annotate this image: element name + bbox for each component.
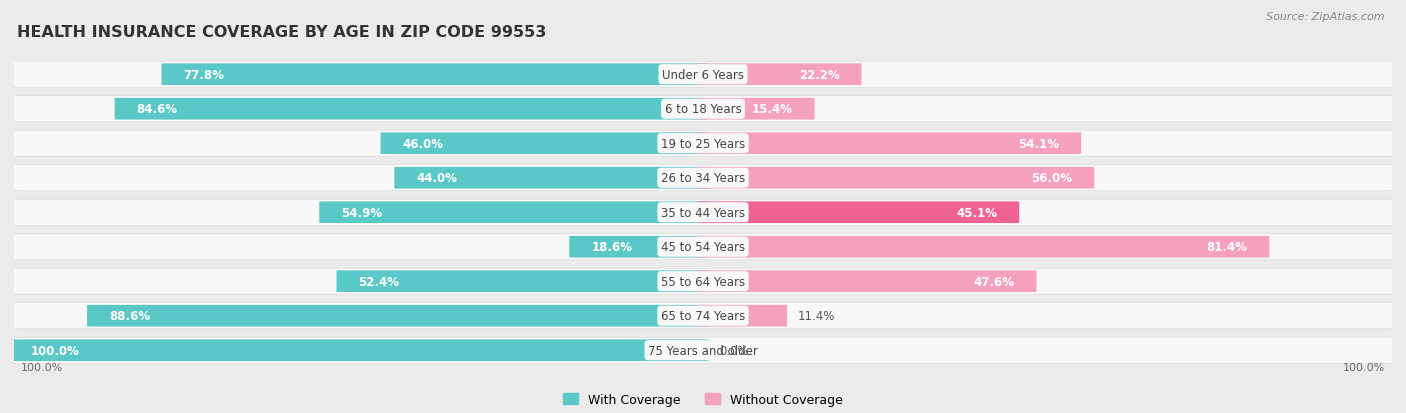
- FancyBboxPatch shape: [10, 234, 1396, 260]
- FancyBboxPatch shape: [10, 199, 1396, 225]
- Text: 54.1%: 54.1%: [1018, 138, 1059, 150]
- FancyBboxPatch shape: [697, 167, 1094, 189]
- FancyBboxPatch shape: [697, 133, 1081, 154]
- Text: 100.0%: 100.0%: [21, 363, 63, 373]
- Text: 47.6%: 47.6%: [973, 275, 1014, 288]
- Text: Under 6 Years: Under 6 Years: [662, 69, 744, 81]
- Text: 35 to 44 Years: 35 to 44 Years: [661, 206, 745, 219]
- FancyBboxPatch shape: [697, 202, 1019, 223]
- FancyBboxPatch shape: [10, 303, 1396, 329]
- Text: 6 to 18 Years: 6 to 18 Years: [665, 103, 741, 116]
- FancyBboxPatch shape: [697, 236, 1270, 258]
- Text: 44.0%: 44.0%: [416, 172, 457, 185]
- Text: 22.2%: 22.2%: [799, 69, 839, 81]
- Text: 88.6%: 88.6%: [110, 309, 150, 323]
- Legend: With Coverage, Without Coverage: With Coverage, Without Coverage: [558, 388, 848, 411]
- Text: 0.0%: 0.0%: [720, 344, 749, 357]
- Text: Source: ZipAtlas.com: Source: ZipAtlas.com: [1267, 12, 1385, 22]
- FancyBboxPatch shape: [10, 268, 1396, 294]
- FancyBboxPatch shape: [697, 99, 814, 120]
- FancyBboxPatch shape: [162, 64, 709, 86]
- FancyBboxPatch shape: [336, 271, 709, 292]
- Text: 54.9%: 54.9%: [342, 206, 382, 219]
- Text: 52.4%: 52.4%: [359, 275, 399, 288]
- FancyBboxPatch shape: [10, 337, 1396, 363]
- Text: 15.4%: 15.4%: [752, 103, 793, 116]
- Text: 45.1%: 45.1%: [956, 206, 997, 219]
- Text: 26 to 34 Years: 26 to 34 Years: [661, 172, 745, 185]
- Text: 100.0%: 100.0%: [31, 344, 80, 357]
- Text: 65 to 74 Years: 65 to 74 Years: [661, 309, 745, 323]
- FancyBboxPatch shape: [381, 133, 709, 154]
- FancyBboxPatch shape: [697, 271, 1036, 292]
- FancyBboxPatch shape: [569, 236, 709, 258]
- FancyBboxPatch shape: [87, 305, 709, 327]
- FancyBboxPatch shape: [10, 96, 1396, 122]
- Text: 100.0%: 100.0%: [1343, 363, 1385, 373]
- Text: 56.0%: 56.0%: [1031, 172, 1073, 185]
- Text: 75 Years and older: 75 Years and older: [648, 344, 758, 357]
- FancyBboxPatch shape: [697, 305, 787, 327]
- FancyBboxPatch shape: [697, 64, 862, 86]
- Text: 55 to 64 Years: 55 to 64 Years: [661, 275, 745, 288]
- Text: HEALTH INSURANCE COVERAGE BY AGE IN ZIP CODE 99553: HEALTH INSURANCE COVERAGE BY AGE IN ZIP …: [17, 25, 547, 40]
- Text: 18.6%: 18.6%: [592, 241, 633, 254]
- Text: 19 to 25 Years: 19 to 25 Years: [661, 138, 745, 150]
- Text: 11.4%: 11.4%: [799, 309, 835, 323]
- FancyBboxPatch shape: [10, 131, 1396, 157]
- Text: 45 to 54 Years: 45 to 54 Years: [661, 241, 745, 254]
- Text: 77.8%: 77.8%: [184, 69, 225, 81]
- FancyBboxPatch shape: [394, 167, 709, 189]
- FancyBboxPatch shape: [10, 165, 1396, 191]
- Text: 46.0%: 46.0%: [402, 138, 444, 150]
- FancyBboxPatch shape: [10, 62, 1396, 88]
- FancyBboxPatch shape: [115, 99, 709, 120]
- FancyBboxPatch shape: [319, 202, 709, 223]
- FancyBboxPatch shape: [8, 339, 709, 361]
- Text: 84.6%: 84.6%: [136, 103, 177, 116]
- Text: 81.4%: 81.4%: [1206, 241, 1247, 254]
